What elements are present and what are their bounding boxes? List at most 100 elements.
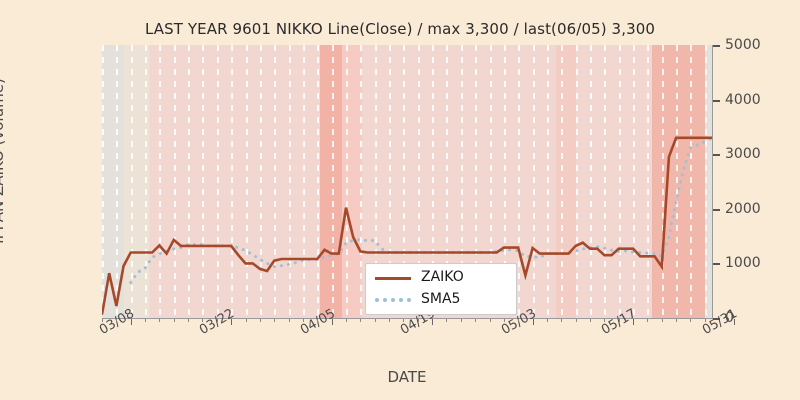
gridline [561, 45, 563, 318]
gridline [375, 45, 377, 318]
y-tick-label: 3000 [725, 146, 761, 163]
x-axis-spine [102, 318, 713, 319]
gridline [461, 45, 463, 318]
gridline [317, 45, 319, 318]
y-tick-label: 1000 [725, 255, 761, 272]
x-tick-minor [116, 319, 118, 322]
gridline [662, 45, 664, 318]
x-tick-minor [561, 319, 563, 322]
x-tick-minor [475, 319, 477, 322]
gridline [590, 45, 592, 318]
y-tick-mark [713, 208, 720, 211]
y-tick-label: 5000 [725, 37, 761, 53]
gridline [274, 45, 276, 318]
x-tick-minor [446, 319, 448, 322]
y-tick-label: 0 [725, 310, 734, 326]
gridline [131, 45, 133, 318]
y-tick-mark [713, 99, 720, 102]
gridline [705, 45, 707, 318]
x-tick-minor [417, 319, 419, 322]
x-tick-mark [331, 319, 333, 325]
x-tick-minor [102, 319, 103, 322]
gridline [389, 45, 391, 318]
x-tick-minor [604, 319, 606, 322]
gridline [432, 45, 434, 318]
gridline [231, 45, 233, 318]
gridline [332, 45, 334, 318]
gridline [446, 45, 448, 318]
background-band [148, 45, 320, 318]
legend-item-sma5[interactable]: SMA5 [366, 288, 516, 313]
x-tick-minor [302, 319, 304, 322]
x-tick-minor [188, 319, 190, 322]
gridline [145, 45, 147, 318]
y-tick-mark [713, 45, 720, 47]
gridline [116, 45, 118, 318]
legend-item-zaiko[interactable]: ZAIKO [366, 266, 516, 291]
chart-title: LAST YEAR 9601 NIKKO Line(Close) / max 3… [144, 20, 655, 38]
gridline [504, 45, 506, 318]
x-tick-minor [245, 319, 247, 322]
x-tick-mark [432, 319, 434, 325]
x-tick-minor [259, 319, 261, 322]
background-band [704, 45, 712, 318]
x-tick-mark [633, 319, 635, 325]
gridline [260, 45, 262, 318]
x-axis-label: DATE [387, 368, 427, 386]
x-tick-minor [590, 319, 591, 322]
x-tick-minor [145, 319, 147, 322]
zaiko-line-swatch [375, 277, 411, 280]
x-tick-minor [489, 319, 491, 322]
legend-label-sma5: SMA5 [421, 291, 461, 307]
x-tick-mark [733, 319, 735, 325]
gridline [289, 45, 291, 318]
x-tick-minor [216, 319, 218, 322]
gridline [619, 45, 621, 318]
plot-area [102, 45, 712, 318]
background-band [575, 45, 653, 318]
gridline [604, 45, 606, 318]
x-tick-minor [704, 319, 706, 322]
legend-label-zaiko: ZAIKO [421, 269, 464, 285]
gridline [547, 45, 549, 318]
gridline [518, 45, 520, 318]
gridline [403, 45, 405, 318]
gridline [690, 45, 692, 318]
sma5-line-swatch [375, 298, 411, 302]
gridline [633, 45, 635, 318]
gridline [475, 45, 477, 318]
x-tick-minor [647, 319, 649, 322]
gridline [188, 45, 190, 318]
x-tick-minor [202, 319, 204, 322]
x-tick-minor [346, 319, 347, 322]
y-axis-label: IPPAN ZAIKO (volume) [0, 78, 7, 244]
background-band [123, 45, 149, 318]
series-lines [102, 136, 712, 315]
y-tick-mark [713, 154, 720, 157]
x-tick-minor [274, 319, 276, 322]
x-tick-minor [288, 319, 290, 322]
x-tick-minor [460, 319, 462, 322]
gridline [159, 45, 161, 318]
x-tick-minor [173, 319, 175, 322]
gridline [360, 45, 362, 318]
x-tick-minor [676, 319, 678, 322]
x-tick-minor [575, 319, 577, 322]
chart-legend[interactable]: ZAIKO SMA5 [365, 263, 517, 315]
y-axis-spine [712, 45, 713, 319]
gridline [647, 45, 649, 318]
gridline [576, 45, 578, 318]
gridline [202, 45, 204, 318]
y-tick-label: 2000 [725, 200, 761, 217]
x-tick-mark [231, 319, 233, 325]
gridline [676, 45, 678, 318]
x-tick-minor [503, 319, 505, 322]
gridline [303, 45, 305, 318]
x-tick-minor [389, 319, 391, 322]
x-tick-minor [360, 319, 362, 322]
x-tick-minor [518, 319, 520, 322]
x-tick-minor [403, 319, 405, 322]
background-band [652, 45, 705, 318]
x-tick-minor [661, 319, 663, 322]
x-tick-mark [532, 319, 534, 325]
